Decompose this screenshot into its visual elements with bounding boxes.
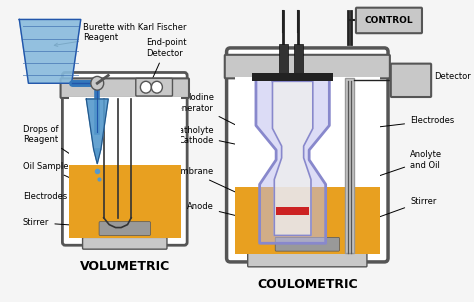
Bar [276, 207, 309, 215]
Text: Membrane: Membrane [168, 167, 273, 209]
FancyBboxPatch shape [225, 55, 390, 78]
FancyBboxPatch shape [136, 78, 173, 96]
Bar [345, 78, 354, 253]
Bar [293, 44, 303, 73]
Text: Electrodes: Electrodes [353, 116, 454, 131]
Polygon shape [256, 79, 329, 243]
FancyBboxPatch shape [248, 251, 367, 267]
FancyBboxPatch shape [99, 222, 150, 236]
FancyBboxPatch shape [61, 78, 189, 98]
Ellipse shape [140, 81, 151, 93]
Text: Iodine
Generator: Iodine Generator [171, 93, 253, 133]
Text: Anode: Anode [187, 202, 293, 230]
Bar [252, 73, 333, 81]
Polygon shape [93, 149, 101, 164]
Polygon shape [19, 19, 81, 83]
Ellipse shape [151, 81, 163, 93]
Text: Drops of
Reagent: Drops of Reagent [23, 125, 96, 172]
Text: Electrodes: Electrodes [23, 192, 128, 213]
Bar [235, 187, 380, 254]
Text: Detector: Detector [396, 72, 471, 82]
Polygon shape [86, 99, 108, 149]
Text: Oil Sample: Oil Sample [23, 162, 89, 187]
Text: VOLUMETRIC: VOLUMETRIC [80, 260, 170, 273]
Ellipse shape [91, 76, 104, 90]
Bar [279, 44, 288, 73]
FancyBboxPatch shape [356, 8, 422, 33]
FancyBboxPatch shape [275, 237, 339, 251]
Bar [235, 77, 380, 187]
Bar [69, 97, 181, 165]
Text: Stirrer: Stirrer [23, 218, 121, 230]
Text: Stirrer: Stirrer [307, 197, 437, 243]
FancyBboxPatch shape [391, 64, 431, 97]
Text: CONTROL: CONTROL [365, 16, 413, 25]
FancyBboxPatch shape [82, 237, 167, 249]
Polygon shape [273, 81, 313, 236]
Bar [69, 165, 181, 238]
Text: COULOMETRIC: COULOMETRIC [257, 278, 357, 291]
Text: End-point
Detector: End-point Detector [146, 38, 186, 84]
Text: Burette with Karl Fischer
Reagent: Burette with Karl Fischer Reagent [55, 23, 187, 47]
FancyBboxPatch shape [227, 48, 388, 262]
FancyBboxPatch shape [63, 72, 187, 245]
Text: Anolyte
and Oil: Anolyte and Oil [358, 150, 442, 184]
Text: Catholyte
Cathode: Catholyte Cathode [173, 126, 269, 152]
